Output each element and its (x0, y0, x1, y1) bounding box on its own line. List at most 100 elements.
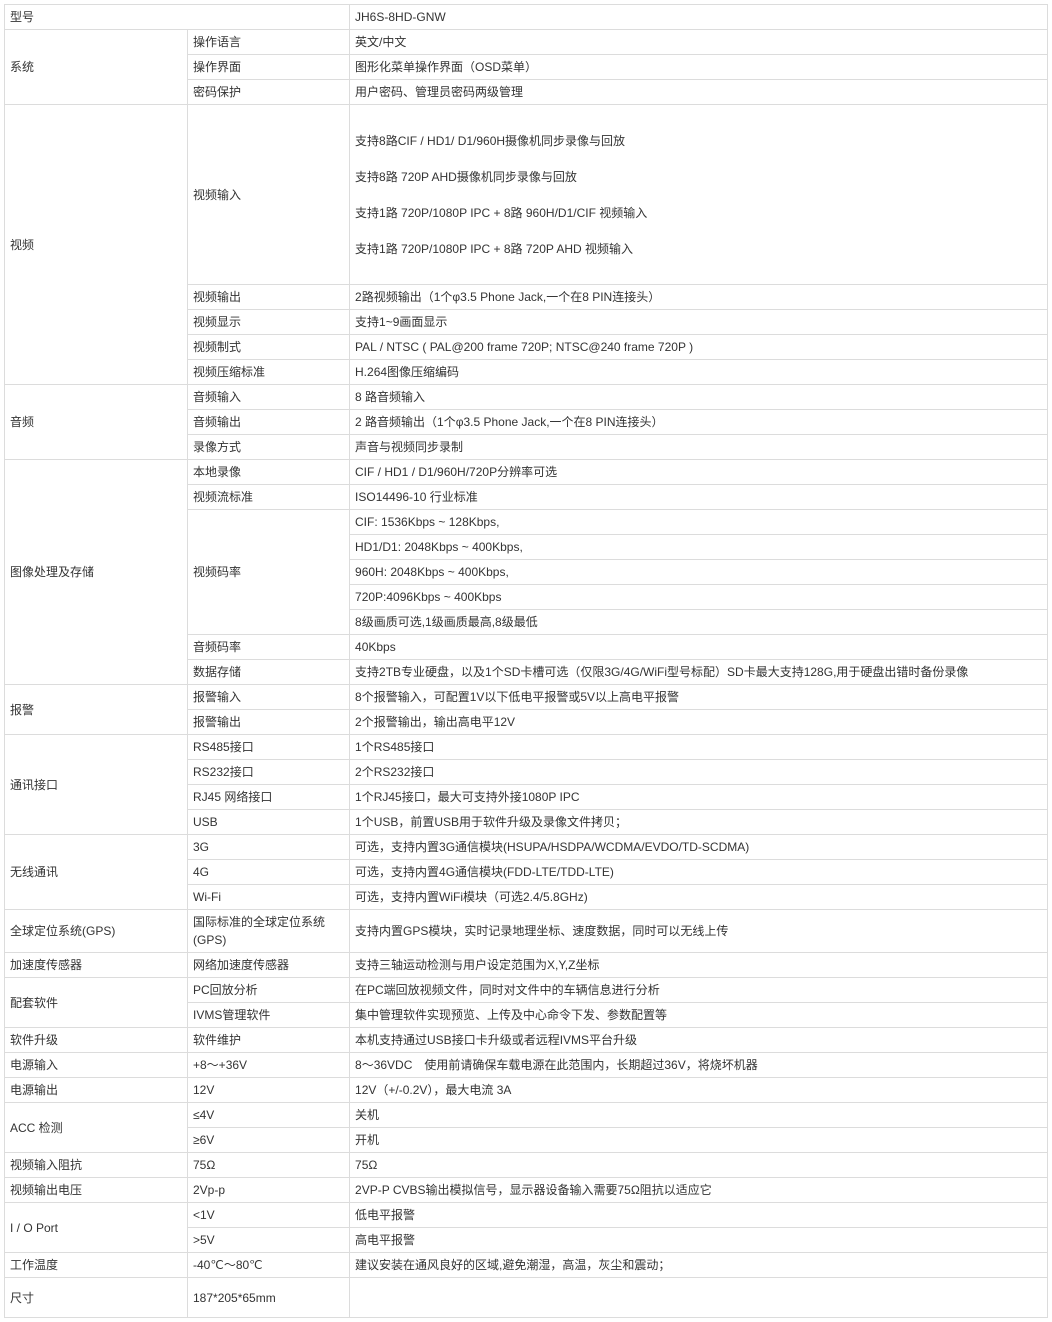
param-cell: 187*205*65mm (188, 1278, 350, 1318)
value-cell: 8～36VDC 使用前请确保车载电源在此范围内，长期超过36V，将烧坏机器 (350, 1053, 1048, 1078)
table-row: 通讯接口RS485接口1个RS485接口 (5, 735, 1048, 760)
value-cell: HD1/D1: 2048Kbps ~ 400Kbps, (350, 535, 1048, 560)
value-cell: 8级画质可选,1级画质最高,8级最低 (350, 610, 1048, 635)
param-cell: RS232接口 (188, 760, 350, 785)
table-row: 视频视频输入支持8路CIF / HD1/ D1/960H摄像机同步录像与回放 支… (5, 105, 1048, 285)
value-cell: 低电平报警 (350, 1203, 1048, 1228)
value-cell: ISO14496-10 行业标准 (350, 485, 1048, 510)
value-cell: 支持8路CIF / HD1/ D1/960H摄像机同步录像与回放 支持8路 72… (350, 105, 1048, 285)
category-cell: I / O Port (5, 1203, 188, 1253)
value-cell: 960H: 2048Kbps ~ 400Kbps, (350, 560, 1048, 585)
table-row: 音频音频输入8 路音频输入 (5, 385, 1048, 410)
category-cell: 全球定位系统(GPS) (5, 910, 188, 953)
value-cell: 8 路音频输入 (350, 385, 1048, 410)
value-cell: 支持1~9画面显示 (350, 310, 1048, 335)
param-cell: PC回放分析 (188, 978, 350, 1003)
category-cell: 视频 (5, 105, 188, 385)
value-cell: 集中管理软件实现预览、上传及中心命令下发、参数配置等 (350, 1003, 1048, 1028)
param-cell: <1V (188, 1203, 350, 1228)
param-cell: RS485接口 (188, 735, 350, 760)
value-cell: 用户密码、管理员密码两级管理 (350, 80, 1048, 105)
category-cell: 尺寸 (5, 1278, 188, 1318)
category-cell: 图像处理及存储 (5, 460, 188, 685)
param-cell: 视频码率 (188, 510, 350, 635)
category-cell: 报警 (5, 685, 188, 735)
param-cell: 视频制式 (188, 335, 350, 360)
param-cell: 音频输入 (188, 385, 350, 410)
category-cell: 无线通讯 (5, 835, 188, 910)
param-cell: 视频输出 (188, 285, 350, 310)
table-row: 报警报警输入8个报警输入，可配置1V以下低电平报警或5V以上高电平报警 (5, 685, 1048, 710)
param-cell: 视频输入 (188, 105, 350, 285)
value-cell: 建议安装在通风良好的区域,避免潮湿，高温，灰尘和震动； (350, 1253, 1048, 1278)
value-cell: 8个报警输入，可配置1V以下低电平报警或5V以上高电平报警 (350, 685, 1048, 710)
table-row: I / O Port<1V低电平报警 (5, 1203, 1048, 1228)
value-cell: 支持三轴运动检测与用户设定范围为X,Y,Z坐标 (350, 953, 1048, 978)
table-row: 无线通讯3G可选，支持内置3G通信模块(HSUPA/HSDPA/WCDMA/EV… (5, 835, 1048, 860)
category-cell: 软件升级 (5, 1028, 188, 1053)
category-cell: 型号 (5, 5, 350, 30)
value-cell: 720P:4096Kbps ~ 400Kbps (350, 585, 1048, 610)
value-cell: 在PC端回放视频文件，同时对文件中的车辆信息进行分析 (350, 978, 1048, 1003)
value-cell: 支持2TB专业硬盘，以及1个SD卡槽可选（仅限3G/4G/WiFi型号标配）SD… (350, 660, 1048, 685)
table-row: 系统操作语言英文/中文 (5, 30, 1048, 55)
param-cell: +8～+36V (188, 1053, 350, 1078)
category-cell: 系统 (5, 30, 188, 105)
table-row: 电源输出12V12V（+/-0.2V），最大电流 3A (5, 1078, 1048, 1103)
value-cell: 1个RJ45接口，最大可支持外接1080P IPC (350, 785, 1048, 810)
table-row: 软件升级软件维护本机支持通过USB接口卡升级或者远程IVMS平台升级 (5, 1028, 1048, 1053)
value-cell: 支持内置GPS模块，实时记录地理坐标、速度数据，同时可以无线上传 (350, 910, 1048, 953)
param-cell: ≤4V (188, 1103, 350, 1128)
table-row: 型号JH6S-8HD-GNW (5, 5, 1048, 30)
value-cell: CIF / HD1 / D1/960H/720P分辨率可选 (350, 460, 1048, 485)
param-cell: >5V (188, 1228, 350, 1253)
param-cell: 音频输出 (188, 410, 350, 435)
value-cell: 2个RS232接口 (350, 760, 1048, 785)
value-cell: 可选，支持内置WiFi模块（可选2.4/5.8GHz) (350, 885, 1048, 910)
param-cell: 2Vp-p (188, 1178, 350, 1203)
value-cell: 本机支持通过USB接口卡升级或者远程IVMS平台升级 (350, 1028, 1048, 1053)
param-cell: 视频压缩标准 (188, 360, 350, 385)
value-cell: 可选，支持内置4G通信模块(FDD-LTE/TDD-LTE) (350, 860, 1048, 885)
value-cell: JH6S-8HD-GNW (350, 5, 1048, 30)
value-cell: 关机 (350, 1103, 1048, 1128)
table-row: 尺寸187*205*65mm (5, 1278, 1048, 1318)
table-row: 全球定位系统(GPS)国际标准的全球定位系统(GPS)支持内置GPS模块，实时记… (5, 910, 1048, 953)
category-cell: 视频输出电压 (5, 1178, 188, 1203)
category-cell: 通讯接口 (5, 735, 188, 835)
value-cell: 图形化菜单操作界面（OSD菜单） (350, 55, 1048, 80)
param-cell: ≥6V (188, 1128, 350, 1153)
category-cell: 视频输入阻抗 (5, 1153, 188, 1178)
table-row: 图像处理及存储本地录像CIF / HD1 / D1/960H/720P分辨率可选 (5, 460, 1048, 485)
value-cell: 开机 (350, 1128, 1048, 1153)
value-cell: CIF: 1536Kbps ~ 128Kbps, (350, 510, 1048, 535)
param-cell: 操作语言 (188, 30, 350, 55)
value-cell: 高电平报警 (350, 1228, 1048, 1253)
param-cell: 软件维护 (188, 1028, 350, 1053)
value-cell (350, 1278, 1048, 1318)
param-cell: 数据存储 (188, 660, 350, 685)
category-cell: ACC 检测 (5, 1103, 188, 1153)
param-cell: 音频码率 (188, 635, 350, 660)
param-cell: USB (188, 810, 350, 835)
value-cell: 可选，支持内置3G通信模块(HSUPA/HSDPA/WCDMA/EVDO/TD-… (350, 835, 1048, 860)
category-cell: 加速度传感器 (5, 953, 188, 978)
value-cell: 2 路音频输出（1个φ3.5 Phone Jack,一个在8 PIN连接头） (350, 410, 1048, 435)
param-cell: 本地录像 (188, 460, 350, 485)
value-cell: 声音与视频同步录制 (350, 435, 1048, 460)
param-cell: 密码保护 (188, 80, 350, 105)
table-row: 视频输出电压2Vp-p2VP-P CVBS输出模拟信号，显示器设备输入需要75Ω… (5, 1178, 1048, 1203)
category-cell: 工作温度 (5, 1253, 188, 1278)
category-cell: 电源输出 (5, 1078, 188, 1103)
value-cell: 12V（+/-0.2V），最大电流 3A (350, 1078, 1048, 1103)
param-cell: -40℃～80℃ (188, 1253, 350, 1278)
value-cell: 英文/中文 (350, 30, 1048, 55)
value-cell: PAL / NTSC ( PAL@200 frame 720P; NTSC@24… (350, 335, 1048, 360)
table-row: 加速度传感器网络加速度传感器支持三轴运动检测与用户设定范围为X,Y,Z坐标 (5, 953, 1048, 978)
param-cell: 视频显示 (188, 310, 350, 335)
value-cell: 1个USB，前置USB用于软件升级及录像文件拷贝； (350, 810, 1048, 835)
table-row: ACC 检测≤4V关机 (5, 1103, 1048, 1128)
table-row: 视频输入阻抗75Ω75Ω (5, 1153, 1048, 1178)
table-row: 电源输入+8～+36V8～36VDC 使用前请确保车载电源在此范围内，长期超过3… (5, 1053, 1048, 1078)
param-cell: 录像方式 (188, 435, 350, 460)
